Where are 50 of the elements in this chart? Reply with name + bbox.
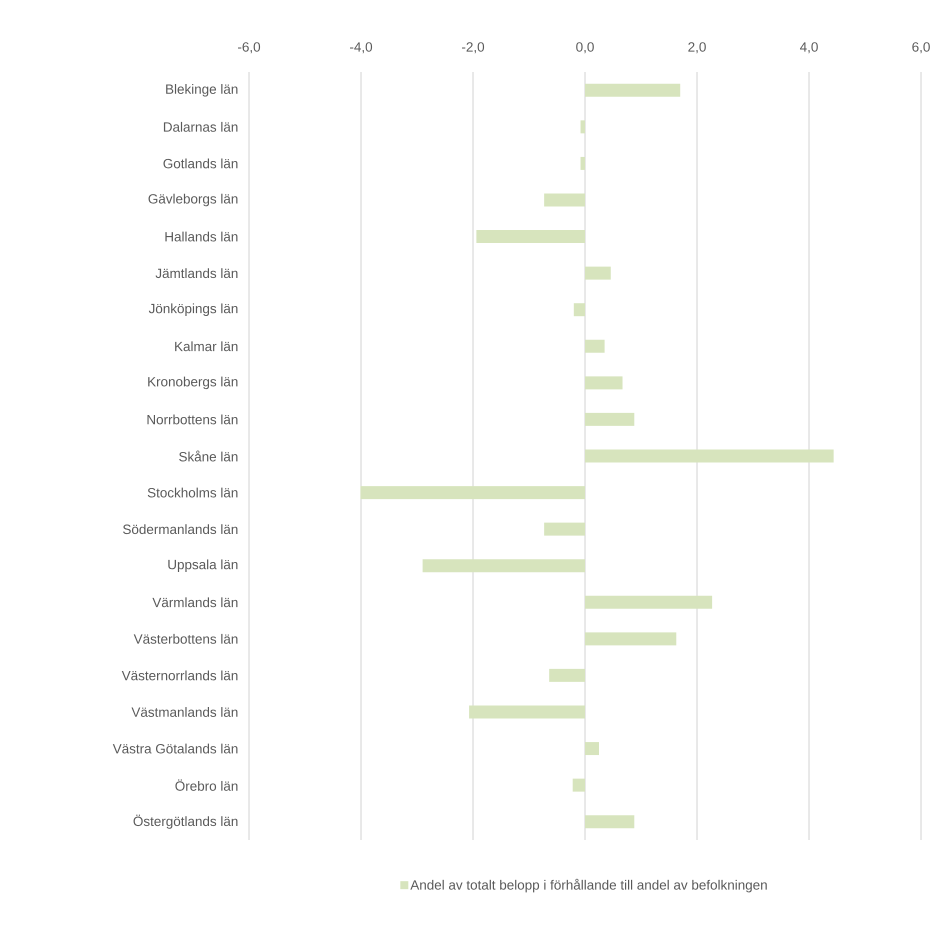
y-tick-label: Västernorrlands län xyxy=(122,670,238,680)
bar xyxy=(544,193,586,206)
x-tick-label: 6,0 xyxy=(912,42,930,54)
y-tick-label: Västmanlands län xyxy=(131,707,238,717)
x-tick-label: -4,0 xyxy=(350,42,372,54)
bar xyxy=(585,596,712,609)
bar xyxy=(580,120,586,134)
bar xyxy=(544,522,586,536)
bar xyxy=(585,632,676,646)
y-tick-label: Jönköpings län xyxy=(148,303,238,316)
y-tick-label: Gävleborgs län xyxy=(148,194,238,206)
y-tick-label: Skåne län xyxy=(179,450,238,462)
bar xyxy=(580,156,586,170)
y-tick-label: Hallands län xyxy=(165,232,238,242)
bar xyxy=(585,340,605,353)
bar xyxy=(360,486,586,500)
bar xyxy=(585,412,634,426)
y-tick-label: Västra Götalands län xyxy=(112,744,238,754)
y-tick-label: Västerbottens län xyxy=(134,634,238,644)
bar xyxy=(585,266,611,280)
x-tick-label: 0,0 xyxy=(576,42,594,54)
y-tick-label: Södermanlands län xyxy=(123,524,238,534)
bar xyxy=(585,815,634,828)
bar xyxy=(585,84,680,97)
y-tick-label: Kronobergs län xyxy=(148,376,238,390)
y-tick-label: Jämtlands län xyxy=(156,268,238,278)
y-tick-label: Norrbottens län xyxy=(147,414,238,424)
y-tick-label: Uppsala län xyxy=(168,559,238,572)
bar xyxy=(585,376,623,390)
y-tick-label: Dalarnas län xyxy=(164,122,238,132)
bar xyxy=(422,559,586,572)
y-tick-label: Örebro län xyxy=(175,779,238,791)
y-tick-label: Östergötlands län xyxy=(134,814,238,829)
y-tick-label: Kalmar län xyxy=(175,341,238,352)
x-tick-label: -6,0 xyxy=(238,42,260,54)
x-tick-label: -2,0 xyxy=(462,42,484,54)
y-tick-label: Gotlands län xyxy=(163,158,238,168)
x-tick-label: 2,0 xyxy=(688,42,706,54)
x-tick-label: 4,0 xyxy=(800,42,818,54)
y-tick-label: Stockholms län xyxy=(148,488,238,498)
y-tick-label: Värmlands län xyxy=(152,597,238,608)
bar xyxy=(549,668,586,682)
y-tick-label: Blekinge län xyxy=(166,84,238,97)
legend-label: Andel av totalt belopp i förhållande till andel av befolkningen xyxy=(410,878,767,892)
bar xyxy=(572,778,586,792)
bar xyxy=(585,742,600,756)
bar xyxy=(585,449,834,462)
bar xyxy=(574,303,586,316)
bar xyxy=(476,230,586,244)
bar xyxy=(469,705,586,718)
